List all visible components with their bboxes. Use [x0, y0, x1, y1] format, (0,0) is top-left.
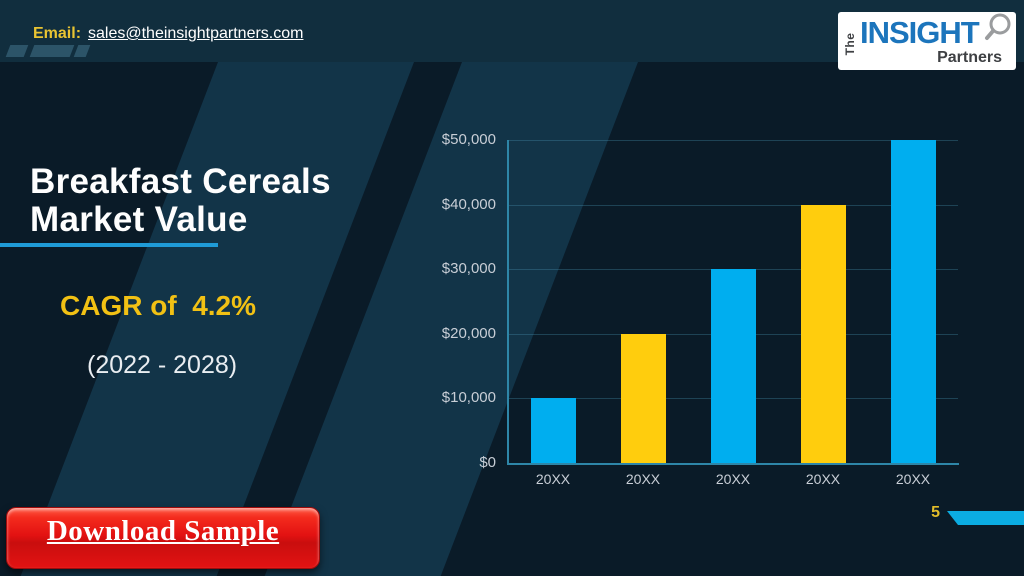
page-number: 5: [931, 504, 940, 521]
page-title: Breakfast Cereals Market Value: [30, 162, 331, 239]
y-grid-line: [509, 269, 958, 270]
cagr-label: CAGR of 4.2%: [60, 290, 257, 321]
email-label: Email:: [33, 25, 82, 42]
x-axis-line: [507, 463, 959, 465]
bar: [621, 334, 666, 463]
email-link[interactable]: sales@theinsightpartners.com: [88, 25, 304, 42]
bar: [801, 205, 846, 463]
logo-partners-text: Partners: [937, 49, 1002, 66]
x-tick-label: 20XX: [535, 471, 571, 487]
period-label: (2022 - 2028): [87, 351, 238, 379]
magnifier-icon: [985, 13, 1011, 40]
y-grid-line: [509, 398, 958, 399]
email-row: Email: sales@theinsightpartners.com: [33, 24, 303, 44]
bar: [711, 269, 756, 463]
title-underline: [0, 243, 218, 247]
company-logo: The INSIGHT Partners: [838, 12, 1016, 70]
y-grid-line: [509, 334, 958, 335]
download-sample-button[interactable]: Download Sample: [6, 507, 320, 569]
bar: [891, 140, 936, 463]
logo-insight-text: INSIGHT: [860, 15, 980, 50]
logo-the-text: The: [843, 32, 857, 56]
x-tick-label: 20XX: [895, 471, 931, 487]
x-tick-label: 20XX: [625, 471, 661, 487]
download-sample-label: Download Sample: [46, 514, 280, 547]
bar: [531, 398, 576, 463]
header-deco-slash: [29, 45, 75, 57]
page-number-ribbon: [947, 511, 1024, 525]
x-tick-label: 20XX: [715, 471, 751, 487]
x-tick-label: 20XX: [805, 471, 841, 487]
